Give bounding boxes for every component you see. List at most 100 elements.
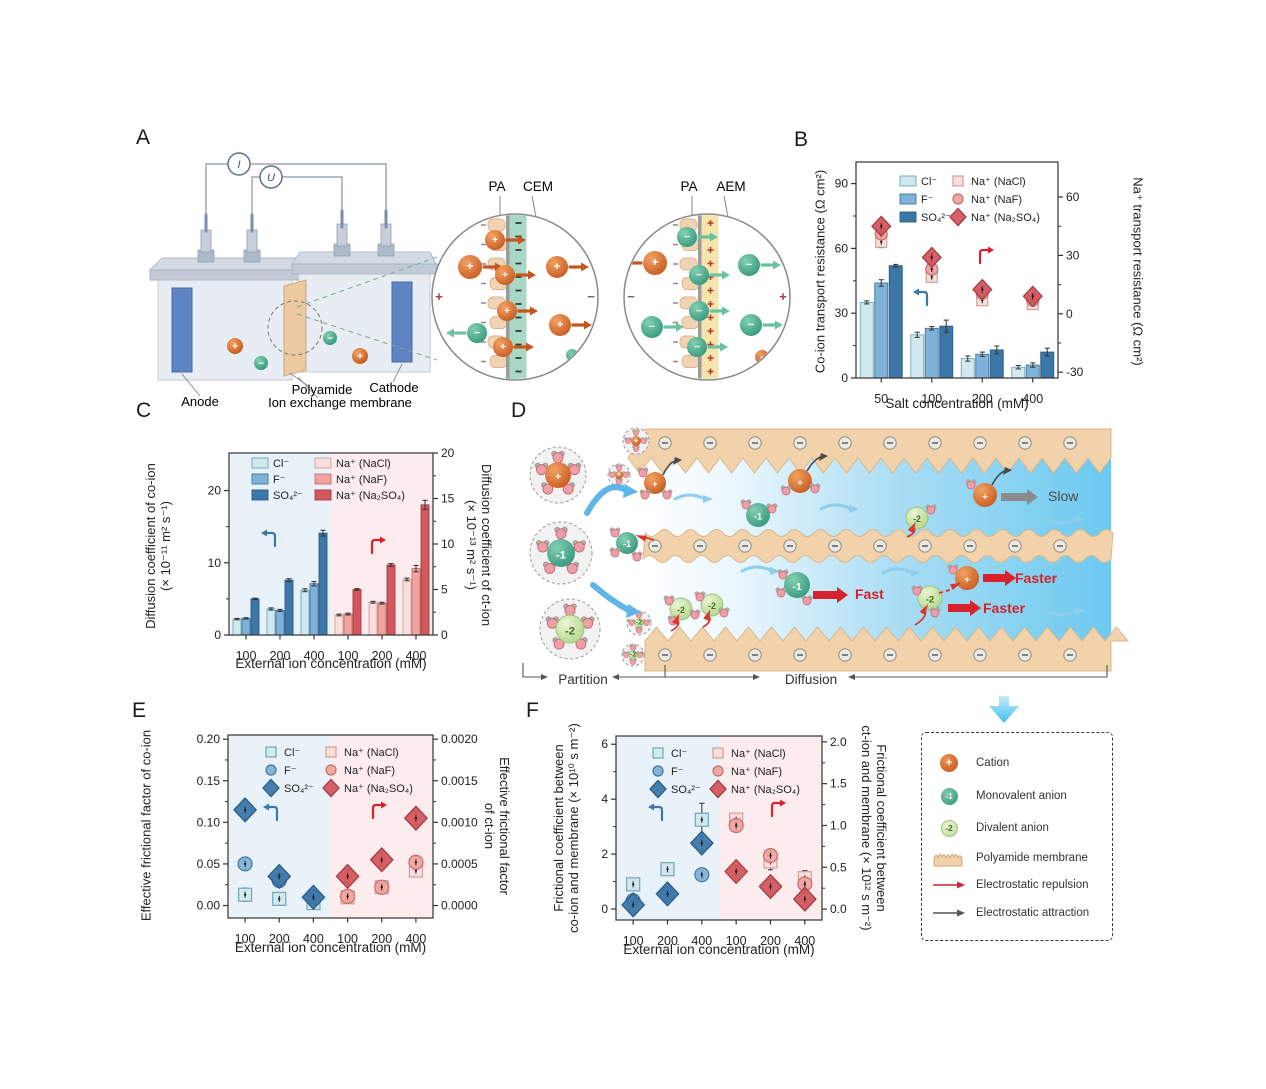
svg-text:+: + (557, 319, 563, 331)
svg-text:10: 10 (441, 537, 455, 551)
svg-text:0.10: 0.10 (197, 815, 221, 829)
svg-text:Salt concentration (mM): Salt concentration (mM) (885, 396, 1028, 411)
svg-text:F⁻: F⁻ (921, 194, 934, 206)
svg-text:0: 0 (441, 628, 448, 642)
svg-text:Na⁺ (NaCl): Na⁺ (NaCl) (971, 176, 1026, 188)
svg-text:100: 100 (921, 392, 942, 406)
svg-text:200: 200 (657, 934, 678, 948)
svg-text:Na⁺ (Na₂SO₄): Na⁺ (Na₂SO₄) (731, 784, 800, 796)
svg-text:4: 4 (601, 792, 608, 806)
svg-text:+: + (492, 235, 498, 246)
svg-text:Cl⁻: Cl⁻ (921, 176, 937, 188)
svg-text:60: 60 (835, 241, 849, 255)
svg-text:+: + (652, 479, 657, 489)
svg-text:SO₄²⁻: SO₄²⁻ (284, 783, 314, 795)
svg-text:-1: -1 (754, 512, 763, 523)
svg-text:200: 200 (270, 649, 291, 663)
svg-text:100: 100 (235, 932, 256, 946)
svg-text:Na⁺ (NaCl): Na⁺ (NaCl) (336, 458, 391, 470)
svg-text:50: 50 (874, 392, 888, 406)
frictional-coefficient-chart: 0 2 4 6 0.0 0.5 1.0 1.5 2.0 100 200 400 100 200 400Ext… (601, 735, 847, 957)
svg-text:F⁻: F⁻ (273, 474, 286, 486)
svg-text:SO₄²⁻: SO₄²⁻ (273, 490, 303, 502)
svg-text:−: − (694, 342, 700, 353)
svg-text:+: + (504, 306, 510, 317)
zoom-connector-lines (296, 256, 438, 361)
svg-text:1.5: 1.5 (830, 777, 847, 791)
svg-text:+: + (232, 342, 238, 353)
svg-text:+: + (779, 289, 787, 304)
svg-text:0.0: 0.0 (830, 902, 847, 916)
svg-text:100: 100 (726, 934, 747, 948)
red-arrow-icon (933, 881, 965, 889)
svg-text:Na⁺ (Na₂SO₄): Na⁺ (Na₂SO₄) (344, 783, 413, 795)
svg-text:0.20: 0.20 (197, 732, 221, 746)
svg-text:+: + (555, 472, 561, 483)
meter-wires (205, 163, 387, 222)
svg-text:+: + (466, 259, 473, 273)
e-left-axis-title: Effective frictional factor of co-ion (138, 729, 154, 922)
svg-text:0: 0 (841, 371, 848, 385)
cell-schematic: I U + − − + (148, 152, 439, 410)
svg-text:Na⁺ (NaF): Na⁺ (NaF) (731, 766, 782, 778)
monovalent-ball-icon: -1 (940, 787, 958, 805)
svg-text:0: 0 (214, 628, 221, 642)
svg-text:−: − (748, 319, 754, 331)
svg-text:5: 5 (441, 583, 448, 597)
svg-text:-2: -2 (708, 601, 716, 611)
legend-item-membrane: Polyamide membrane (932, 852, 1102, 867)
svg-text:0.05: 0.05 (197, 857, 221, 871)
membrane-plate (283, 279, 307, 377)
svg-text:Na⁺ (NaF): Na⁺ (NaF) (336, 474, 387, 486)
svg-text:200: 200 (760, 934, 781, 948)
svg-text:SO₄²⁻: SO₄²⁻ (921, 212, 951, 224)
svg-text:-2: -2 (677, 605, 685, 615)
svg-text:0.0010: 0.0010 (441, 815, 478, 829)
svg-text:0.00: 0.00 (197, 899, 221, 913)
svg-text:90: 90 (835, 177, 849, 191)
chamber-ions: + − − + (227, 331, 368, 370)
svg-text:Cl⁻: Cl⁻ (273, 458, 289, 470)
svg-text:100: 100 (338, 649, 359, 663)
svg-text:0: 0 (1066, 307, 1073, 321)
cem-label: CEM (523, 179, 553, 194)
svg-text:+: + (964, 575, 970, 586)
svg-text:-1: -1 (792, 582, 801, 593)
svg-text:200: 200 (269, 932, 290, 946)
svg-text:Na⁺ (Na₂SO₄): Na⁺ (Na₂SO₄) (336, 490, 405, 502)
svg-text:External ion concentration (mM: External ion concentration (mM) (235, 940, 426, 955)
pa-label-aem: PA (680, 179, 697, 194)
aem-label: AEM (716, 179, 745, 194)
svg-text:10: 10 (208, 556, 222, 570)
legend-item-monovalent: -1 Monovalent anion (932, 787, 1102, 805)
c-right-axis-title: Diffusion coefficient of ct-ion (× 10⁻¹³ … (464, 463, 494, 627)
svg-text:0.0020: 0.0020 (441, 732, 478, 746)
svg-text:20: 20 (441, 446, 455, 460)
svg-text:400: 400 (794, 934, 815, 948)
svg-text:+: + (502, 270, 508, 281)
svg-text:Na⁺ (NaCl): Na⁺ (NaCl) (731, 748, 786, 760)
b-right-axis-title: Na⁺ transport resistance (Ω cm²) (1130, 177, 1146, 366)
svg-text:0.0005: 0.0005 (441, 857, 478, 871)
panel-d-label: D (511, 399, 527, 422)
svg-text:-30: -30 (1066, 365, 1084, 379)
panel-c-label: C (136, 399, 152, 422)
svg-text:Na⁺ (NaCl): Na⁺ (NaCl) (344, 747, 399, 759)
legend-item-repulsion: Electrostatic repulsion (932, 879, 1102, 891)
svg-text:100: 100 (623, 934, 644, 948)
membrane-insets: +++++++−−+−−−−−+−−−+−+ PA CEM PA AEM (431, 179, 791, 381)
divalent-ball-icon: -2 (940, 819, 958, 837)
transport-schematic: +-1-2++-2-2+-1-2-1+-2+-1-2-2+ Slow Fast … (522, 427, 1130, 687)
f-left-axis-title: Frictional coefficient between co-ion and… (551, 723, 581, 933)
svg-text:-2: -2 (913, 514, 921, 524)
polyamide-membrane-icon (933, 853, 963, 867)
svg-text:+: + (797, 478, 803, 489)
faster-top-label: Faster (1015, 570, 1058, 586)
svg-text:400: 400 (405, 932, 426, 946)
b-left-axis-title: Co-ion transport resistance (Ω cm²) (812, 169, 828, 374)
faster-bottom-label: Faster (983, 600, 1026, 616)
frictional-factor-chart: 0.00 0.05 0.10 0.15 0.20 0.0000 0.0005 0.0010 0.… (197, 732, 478, 955)
